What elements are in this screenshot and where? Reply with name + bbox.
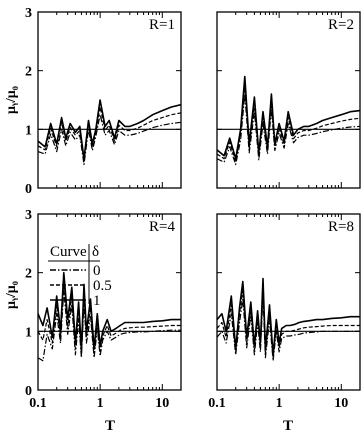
x-tick-label: 1 [276, 396, 283, 411]
y-tick-label: 3 [25, 6, 32, 21]
panel-label: R=1 [149, 17, 175, 33]
legend-label-1: 1 [93, 293, 101, 309]
series-line-solid [37, 99, 182, 160]
plot-frame [216, 11, 361, 189]
panel-R=8: 0.1 1 10 R=8 [208, 213, 361, 411]
plot-frame [37, 213, 182, 391]
series-line-dash-dot [37, 114, 182, 166]
panel-label: R=2 [328, 17, 354, 33]
y-tick-label: 0 [25, 182, 32, 197]
legend-label-0: 0 [93, 263, 101, 279]
series-line-dashed [216, 286, 360, 359]
legend-header-delta: δ [92, 244, 99, 260]
panel-R=2: R=2 [216, 11, 361, 189]
x-tick-label: 0.1 [208, 396, 226, 411]
y-tick-label: 0 [25, 384, 32, 399]
series-line-dash-dot [216, 295, 360, 362]
y-tick-label: 1 [25, 123, 32, 138]
legend-header-curve: Curve [50, 244, 87, 260]
series-line-dashed [37, 106, 182, 163]
y-axis-label-top: μᵧ/μ₀ [4, 86, 19, 114]
y-tick-label: 1 [25, 325, 32, 340]
series-line-dashed [216, 84, 361, 163]
y-tick-label: 3 [25, 208, 32, 223]
plot-frame [37, 11, 182, 189]
y-axis-label-bottom: μᵧ/μ₀ [4, 281, 19, 309]
y-tick-label: 2 [25, 267, 32, 282]
x-tick-label: 10 [334, 396, 348, 411]
y-tick-label: 2 [25, 65, 32, 80]
x-tick-label: 10 [155, 396, 169, 411]
x-axis-label-left: T [105, 418, 115, 434]
panel-label: R=8 [328, 219, 354, 235]
panel-R=1: 0 1 2 3 R=1 [25, 6, 182, 197]
x-axis-label-right: T [283, 418, 293, 434]
panel-label: R=4 [149, 219, 175, 235]
series-line-dash-dot [216, 93, 361, 166]
plot-frame [216, 213, 361, 391]
x-tick-label: 0.1 [29, 396, 47, 411]
x-tick-label: 1 [97, 396, 104, 411]
series-line-dash-dot [37, 289, 181, 362]
legend-label-0-5: 0.5 [93, 278, 112, 294]
series-line-solid [216, 277, 360, 356]
legend: Curve δ 0 0.5 1 [48, 244, 112, 309]
